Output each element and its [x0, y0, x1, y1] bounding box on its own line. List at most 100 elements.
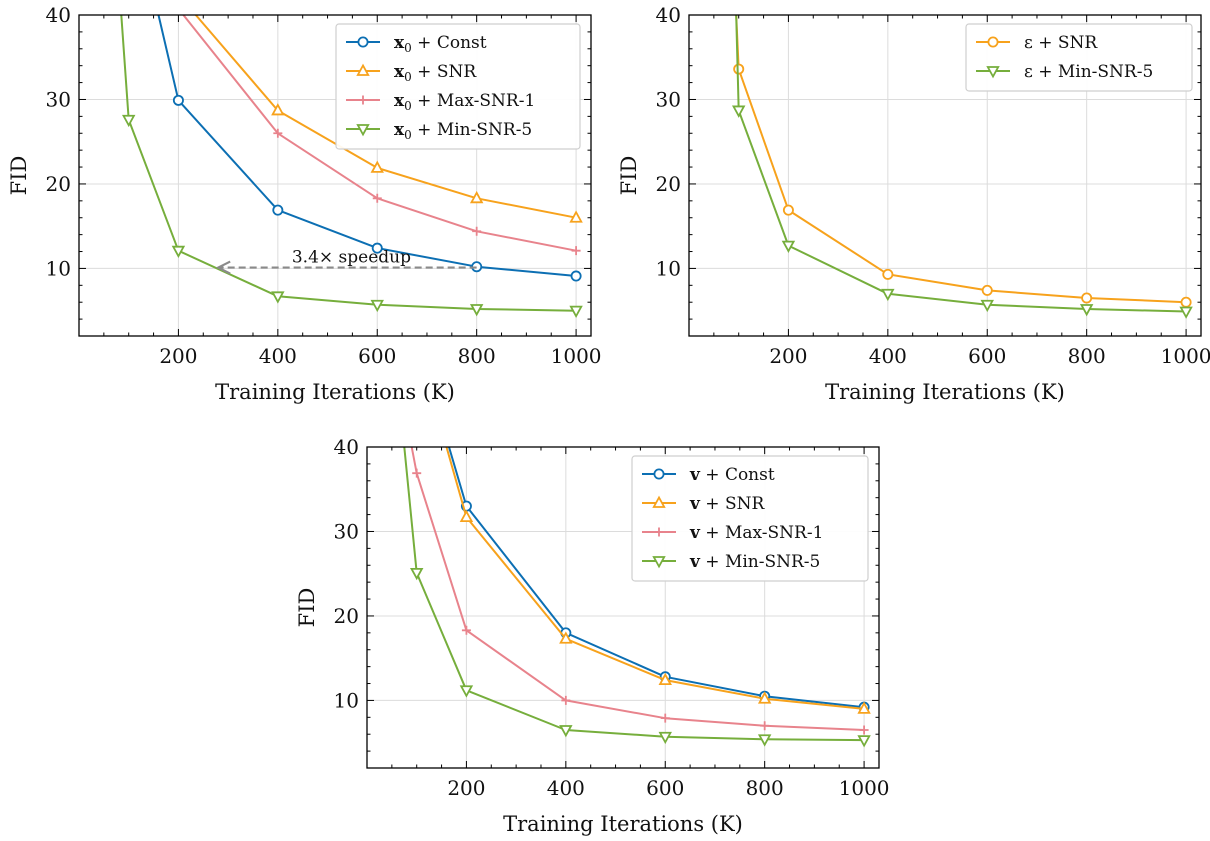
data-point	[782, 204, 794, 216]
x-axis-label: Training Iterations (K)	[825, 380, 1065, 404]
plot-frame	[366, 446, 880, 769]
x-tick-label: 1000	[1161, 344, 1210, 368]
data-point	[559, 631, 573, 644]
data-point	[459, 685, 474, 698]
x-axis-label: Training Iterations (K)	[503, 812, 743, 836]
y-axis-label: FID	[7, 156, 31, 196]
x-tick-label: 200	[769, 344, 807, 368]
data-point	[733, 63, 745, 75]
legend-item: v + SNR	[642, 494, 765, 514]
data-point	[272, 204, 284, 216]
legend-label: x0 + SNR	[394, 62, 477, 84]
data-point	[370, 160, 384, 173]
legend-marker	[986, 66, 1000, 79]
plot-frame	[688, 14, 1202, 337]
legend: v + Const v + SNR v + Max-SNR-1 v + Min-SNR…	[631, 455, 869, 582]
x-tick-label: 800	[1068, 344, 1106, 368]
y-tick-label: 30	[656, 87, 681, 111]
annotation-arrowhead	[215, 260, 231, 275]
data-point	[658, 731, 672, 745]
data-point	[1179, 306, 1193, 319]
legend-label: x0 + Max-SNR-1	[394, 91, 535, 113]
legend-marker	[652, 556, 666, 569]
legend-marker	[357, 36, 369, 48]
x-axis-label: Training Iterations (K)	[215, 380, 455, 404]
data-point	[1081, 292, 1093, 304]
legend-box	[631, 455, 869, 582]
x-tick-label: 800	[746, 776, 784, 800]
y-tick-label: 20	[656, 172, 681, 196]
data-point	[731, 105, 746, 118]
data-point	[1079, 304, 1094, 317]
legend-marker	[987, 36, 999, 48]
legend-marker	[358, 95, 368, 105]
x-tick-label: 600	[968, 344, 1006, 368]
y-tick-label: 40	[46, 3, 71, 27]
data-point	[981, 284, 993, 296]
data-point	[660, 713, 670, 723]
series-v-min-snr-5	[403, 447, 871, 748]
data-point	[372, 193, 382, 203]
legend-marker	[356, 63, 370, 76]
chart-panel-2: 200 400 600 800 1000 10 20 30 40 Training Iterati…	[617, 3, 1210, 404]
data-point	[857, 701, 871, 714]
legend-box	[335, 23, 581, 150]
data-point	[570, 270, 582, 282]
data-point	[569, 305, 583, 319]
data-point	[980, 299, 994, 313]
legend-label: ε + SNR	[1024, 33, 1098, 53]
data-point	[273, 128, 283, 138]
legend-label: v + SNR	[689, 494, 765, 514]
data-point	[561, 695, 571, 705]
legend-label: x0 + Const	[394, 33, 487, 55]
speedup-annotation: 3.4× speedup	[215, 248, 477, 275]
data-point	[370, 299, 384, 313]
legend-label: ε + Min-SNR-5	[1024, 62, 1153, 82]
data-point	[171, 245, 186, 259]
legend-item: v + Const	[642, 465, 775, 485]
legend-item: ε + Min-SNR-5	[976, 62, 1153, 82]
series--min-snr-5	[731, 15, 1193, 319]
plot-frame	[78, 14, 592, 337]
y-tick-label: 10	[334, 688, 359, 712]
x-tick-label: 1000	[839, 776, 890, 800]
data-point	[172, 94, 184, 106]
series-x0-const	[157, 15, 582, 282]
x-tick-label: 400	[869, 344, 907, 368]
data-point	[781, 240, 796, 253]
y-tick-label: 30	[46, 87, 71, 111]
x-tick-label: 1000	[551, 344, 602, 368]
data-point	[1180, 296, 1192, 308]
legend-item: x0 + Max-SNR-1	[346, 91, 535, 113]
series-x0-max-snr-1	[182, 15, 581, 256]
legend-marker	[654, 527, 664, 537]
data-point	[571, 246, 581, 256]
data-point	[658, 672, 672, 686]
y-tick-label: 10	[656, 256, 681, 280]
data-point	[371, 242, 383, 254]
legend-marker	[652, 495, 666, 508]
legend-label: x0 + Min-SNR-5	[394, 120, 532, 142]
data-point	[559, 725, 573, 738]
data-point	[459, 509, 474, 523]
chart-panel-1: 3.4× speedup 200 400 600 800 1000 10 20 30 40 Trai…	[7, 3, 602, 404]
legend-marker	[356, 124, 370, 137]
legend-item: v + Max-SNR-1	[642, 523, 823, 543]
series-line	[157, 15, 577, 277]
series-x0-snr	[195, 15, 583, 223]
y-tick-label: 10	[46, 256, 71, 280]
series-v-snr	[445, 447, 871, 714]
y-tick-label: 20	[334, 604, 359, 628]
legend-item: x0 + Min-SNR-5	[346, 120, 532, 142]
legend-item: x0 + Const	[346, 33, 487, 55]
x-tick-label: 400	[547, 776, 585, 800]
y-tick-label: 40	[334, 435, 359, 459]
series-line	[448, 447, 865, 709]
data-point	[271, 291, 285, 304]
series--snr	[733, 15, 1192, 308]
data-point	[757, 734, 772, 747]
data-point	[461, 625, 471, 635]
data-point	[881, 288, 895, 302]
data-point	[760, 721, 770, 731]
chart-panel-3: 200 400 600 800 1000 10 20 30 40 Training Iterati…	[295, 435, 890, 836]
